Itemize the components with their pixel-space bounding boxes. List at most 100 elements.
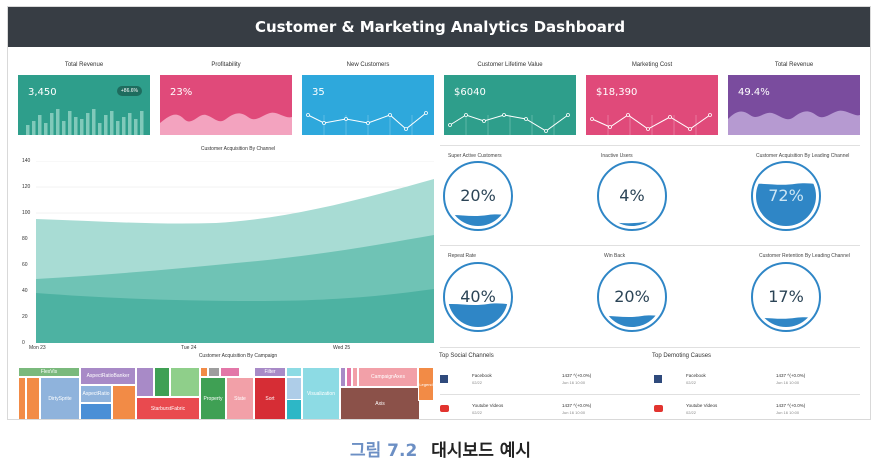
kpi-label-profitability: Profitability	[211, 62, 241, 68]
channel-date: Jun 16 10:00	[562, 410, 586, 415]
divider	[440, 145, 860, 146]
treemap-cell[interactable]	[112, 385, 136, 419]
spark-bar	[110, 111, 114, 135]
gauge-title: Super Active Customers	[448, 153, 502, 159]
social-title: Top Social Channels	[439, 353, 494, 359]
treemap-cell[interactable]	[352, 367, 358, 387]
treemap-cell[interactable]	[208, 367, 220, 377]
gauge-value: 17%	[768, 287, 804, 306]
treemap-cell[interactable]	[200, 367, 208, 377]
treemap-cell[interactable]	[136, 367, 154, 397]
channel-sub: 02/22	[472, 410, 483, 415]
treemap-cell[interactable]	[340, 367, 346, 387]
treemap-cell[interactable]: Axis	[340, 387, 420, 419]
kpi-value: 3,450	[28, 87, 57, 98]
area-chart-title: Customer Acquisition By Channel	[200, 146, 276, 152]
treemap-cell[interactable]: AspectRatioBanker	[80, 367, 136, 385]
treemap-cell[interactable]	[18, 377, 26, 419]
treemap-cell[interactable]: AspectRatio	[80, 385, 112, 403]
treemap-label: DirtySprite	[48, 396, 72, 402]
treemap-label: Property	[203, 396, 223, 402]
spark-bar	[92, 109, 96, 135]
gauge-title: Repeat Rate	[448, 253, 477, 259]
treemap-cell[interactable]: Legend	[418, 367, 434, 401]
y-tick: 60	[22, 262, 28, 268]
treemap-cell[interactable]	[80, 403, 112, 419]
channel-date: Jun 16 10:00	[776, 410, 800, 415]
spark-bar	[68, 111, 72, 135]
treemap-label: Legend	[419, 381, 433, 387]
spark-bar	[80, 119, 84, 135]
gauge	[443, 161, 513, 231]
treemap-cell[interactable]	[170, 367, 200, 397]
treemap-cell[interactable]: Sort	[254, 377, 286, 419]
spark-bar	[50, 113, 54, 135]
y-tick: 0	[22, 340, 25, 346]
facebook-icon	[440, 375, 448, 383]
dashboard-frame: Customer & Marketing Analytics Dashboard…	[7, 6, 871, 420]
treemap-cell[interactable]: Filter	[254, 367, 286, 377]
spark-bar	[86, 113, 90, 135]
treemap-cell[interactable]: State	[226, 377, 254, 419]
spark-bar	[140, 111, 144, 135]
treemap-label: Sort	[265, 396, 275, 402]
treemap-cell[interactable]: StarburstFabric	[136, 397, 200, 419]
area-series-bottom	[36, 289, 434, 343]
kpi-card-marketing-cost[interactable]: $18,390	[586, 75, 718, 135]
y-tick: 100	[22, 210, 31, 216]
spark-bar	[122, 117, 126, 135]
channel-name: Facebook	[686, 373, 706, 378]
channel-count: 1437 ^(+0.0%)	[562, 373, 592, 378]
treemap-label: Filter	[264, 369, 276, 375]
divider	[440, 347, 860, 348]
treemap-cell[interactable]	[286, 367, 302, 377]
kpi-card-clv[interactable]: $6040	[444, 75, 576, 135]
gauge-value: 72%	[768, 186, 804, 205]
kpi-label-total-revenue-2: Total Revenue	[774, 62, 814, 68]
channel-sub: 02/22	[686, 380, 697, 385]
channel-name: Facebook	[472, 373, 492, 378]
treemap-label: FlexVis	[40, 369, 58, 375]
kpi-label-clv: Customer Lifetime Value	[477, 62, 543, 68]
figure-number: 그림 7.2	[349, 441, 418, 461]
gauge-title: Customer Acquisition By Leading Channel	[756, 153, 850, 159]
spark-bar	[74, 117, 78, 135]
treemap-cell[interactable]: Property	[200, 377, 226, 419]
treemap-cell[interactable]	[220, 367, 240, 377]
kpi-card-new-customers[interactable]: 35	[302, 75, 434, 135]
kpi-card-profitability[interactable]: 23%	[160, 75, 292, 135]
kpi-card-total-revenue-2[interactable]: 49.4%	[728, 75, 860, 135]
channel-sub: 02/22	[472, 380, 483, 385]
kpi-value: $6040	[454, 87, 486, 98]
treemap-cell[interactable]: DirtySprite	[40, 377, 80, 419]
treemap-label: AspectRatio	[82, 391, 110, 397]
channel-name: Youtube Videos	[686, 403, 718, 408]
treemap-cell[interactable]	[286, 399, 302, 419]
figure-caption: 그림 7.2 대시보드 예시	[0, 436, 881, 461]
kpi-label-new-customers: New Customers	[346, 62, 390, 68]
treemap-cell[interactable]: Visualization	[302, 367, 340, 419]
treemap-cell[interactable]	[26, 377, 40, 419]
gauge-title: Customer Retention By Leading Channel	[759, 253, 850, 259]
treemap-cell[interactable]: FlexVis	[18, 367, 80, 377]
y-tick: 140	[22, 158, 31, 164]
channel-count: 1437 ^(+0.0%)	[776, 373, 806, 378]
kpi-card-total-revenue[interactable]: 3,450 +86.6%	[18, 75, 150, 135]
channel-date: Jun 16 10:00	[776, 380, 800, 385]
treemap-cell[interactable]	[154, 367, 170, 397]
channel-count: 1437 ^(+0.0%)	[776, 403, 806, 408]
gauge	[597, 161, 667, 231]
divider	[440, 245, 860, 246]
spark-bar	[62, 121, 66, 135]
gauge-fill	[602, 315, 662, 327]
treemap-cell[interactable]: CampaignAxes	[358, 367, 418, 387]
spark-bar	[44, 123, 48, 135]
y-tick: 120	[22, 184, 31, 190]
x-tick: Mon 23	[29, 345, 46, 351]
demoting-title: Top Demoting Causes	[652, 353, 712, 359]
dashboard-title: Customer & Marketing Analytics Dashboard	[254, 18, 626, 36]
treemap-cell[interactable]	[346, 367, 352, 387]
spark-bar	[128, 113, 132, 135]
divider	[440, 394, 860, 395]
gauge	[443, 262, 513, 332]
